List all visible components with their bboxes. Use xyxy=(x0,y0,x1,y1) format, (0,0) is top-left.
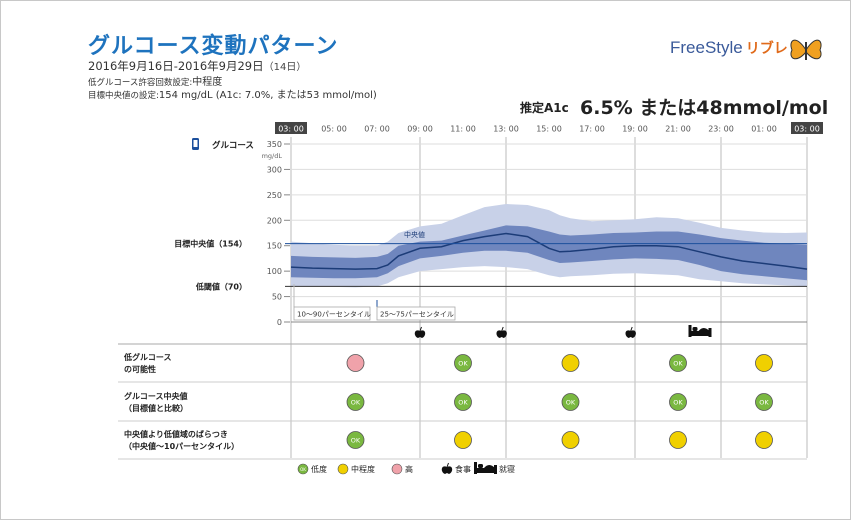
median-annotation: 中央値 xyxy=(404,230,425,239)
phone-icon xyxy=(192,138,199,150)
ok-label: OK xyxy=(351,437,361,445)
y-tick-label: 350 xyxy=(267,140,282,149)
y-tick-label: 200 xyxy=(267,216,282,225)
ok-label: OK xyxy=(566,399,576,407)
ok-label: OK xyxy=(300,467,306,472)
row-label: 中央値より低値域のばらつき xyxy=(124,429,228,439)
x-tick-label: 17: 00 xyxy=(579,125,605,134)
legend-label: 低度 xyxy=(311,464,327,474)
days-count: （14日） xyxy=(263,62,307,73)
y-tick-label: 50 xyxy=(272,293,282,302)
x-tick-box xyxy=(275,122,307,134)
date-range-text: 2016年9月16日-2016年9月29日 xyxy=(88,59,264,73)
y-axis-unit: mg/dL xyxy=(262,152,283,160)
ok-label: OK xyxy=(673,360,683,368)
row-sublabel: の可能性 xyxy=(124,364,156,374)
x-tick-label: 03: 00 xyxy=(278,125,304,134)
butterfly-icon xyxy=(790,39,822,60)
status-indicator xyxy=(346,354,365,372)
status-indicator xyxy=(454,354,472,372)
legend-label: 就寝 xyxy=(499,464,515,474)
ok-label: OK xyxy=(673,399,683,407)
freestyle-logo: FreeStyle リブレ xyxy=(670,38,788,58)
median-line xyxy=(290,232,808,270)
x-tick-label: 03: 00 xyxy=(794,125,820,134)
x-tick-box xyxy=(791,122,823,134)
legend-box xyxy=(293,306,371,321)
a1c-label: 推定A1c xyxy=(520,101,569,115)
y-tick-label: 300 xyxy=(267,165,282,174)
target-median-setting: 目標中央値の設定:154 mg/dL (A1c: 7.0%, または53 mmo… xyxy=(88,86,377,101)
status-indicator xyxy=(561,354,580,372)
ok-label: OK xyxy=(759,399,769,407)
reference-line-label: 目標中央値（154） xyxy=(174,239,247,249)
status-indicator xyxy=(669,431,687,449)
legend-box-label: 25～75パーセンタイル xyxy=(380,310,454,319)
row-label: 低グルコース xyxy=(123,352,171,362)
y-tick-label: 0 xyxy=(277,318,282,327)
status-indicator xyxy=(669,354,687,372)
row-sublabel: （目標値と比較） xyxy=(124,403,188,413)
status-indicator xyxy=(346,431,365,449)
percentile-25-75-band xyxy=(291,225,807,281)
row-label: グルコース中央値 xyxy=(124,391,187,401)
legend-swatch xyxy=(297,463,309,475)
target-median-label: 目標中央値の設定: xyxy=(88,91,159,101)
x-tick-label: 07: 00 xyxy=(364,125,390,134)
legend-swatch xyxy=(391,463,403,475)
legend-label: 中程度 xyxy=(351,464,375,474)
x-tick-label: 01: 00 xyxy=(751,125,777,134)
x-tick-label: 11: 00 xyxy=(450,125,476,134)
status-indicator xyxy=(561,393,580,411)
legend-swatch xyxy=(337,463,349,475)
apple-icon xyxy=(414,326,426,338)
a1c-value: 6.5% または48mmol/mol xyxy=(580,97,829,119)
status-indicator xyxy=(346,393,365,411)
y-tick-label: 250 xyxy=(267,191,282,200)
bed-icon xyxy=(474,462,497,474)
row-sublabel: （中央値～10パーセンタイル） xyxy=(124,441,239,451)
target-median-value: 154 mg/dL (A1c: 7.0%, または53 mmol/mol) xyxy=(158,90,377,101)
x-tick-label: 05: 00 xyxy=(321,125,347,134)
low-risk-setting-label: 低グルコース許容回数設定: xyxy=(88,78,193,88)
bed-icon xyxy=(688,325,712,337)
page-title: グルコース変動パターン xyxy=(88,34,339,59)
low-risk-setting-value: 中程度 xyxy=(192,77,223,88)
legend-label: 食事 xyxy=(455,464,471,474)
legend-box-label: 10～90パーセンタイル xyxy=(297,310,371,319)
x-tick-label: 15: 00 xyxy=(536,125,562,134)
x-tick-label: 09: 00 xyxy=(407,125,433,134)
x-tick-label: 13: 00 xyxy=(493,125,519,134)
logo-jp: リブレ xyxy=(745,40,788,56)
apple-icon xyxy=(496,326,507,338)
series-label: グルコース xyxy=(212,140,254,151)
legend-box xyxy=(376,306,456,321)
ok-label: OK xyxy=(458,360,468,368)
status-indicator xyxy=(454,431,472,449)
status-indicator xyxy=(454,393,472,411)
x-tick-label: 21: 00 xyxy=(665,125,691,134)
status-indicator xyxy=(561,431,580,449)
date-range: 2016年9月16日-2016年9月29日（14日） xyxy=(88,58,306,74)
status-indicator xyxy=(669,393,687,411)
low-risk-setting: 低グルコース許容回数設定:中程度 xyxy=(88,73,222,88)
status-indicator xyxy=(755,354,773,372)
logo-text: FreeStyle xyxy=(670,38,743,57)
status-indicator xyxy=(755,431,773,449)
y-tick-label: 100 xyxy=(267,267,282,276)
reference-line-label: 低閾値（70） xyxy=(195,281,247,291)
status-indicator xyxy=(755,393,773,411)
x-tick-label: 19: 00 xyxy=(622,125,648,134)
x-tick-label: 23: 00 xyxy=(708,125,734,134)
apple-icon xyxy=(625,326,636,338)
ok-label: OK xyxy=(458,399,468,407)
y-tick-label: 150 xyxy=(267,242,282,251)
apple-icon xyxy=(441,462,453,474)
legend-label: 高 xyxy=(405,464,413,474)
ok-label: OK xyxy=(351,399,361,407)
